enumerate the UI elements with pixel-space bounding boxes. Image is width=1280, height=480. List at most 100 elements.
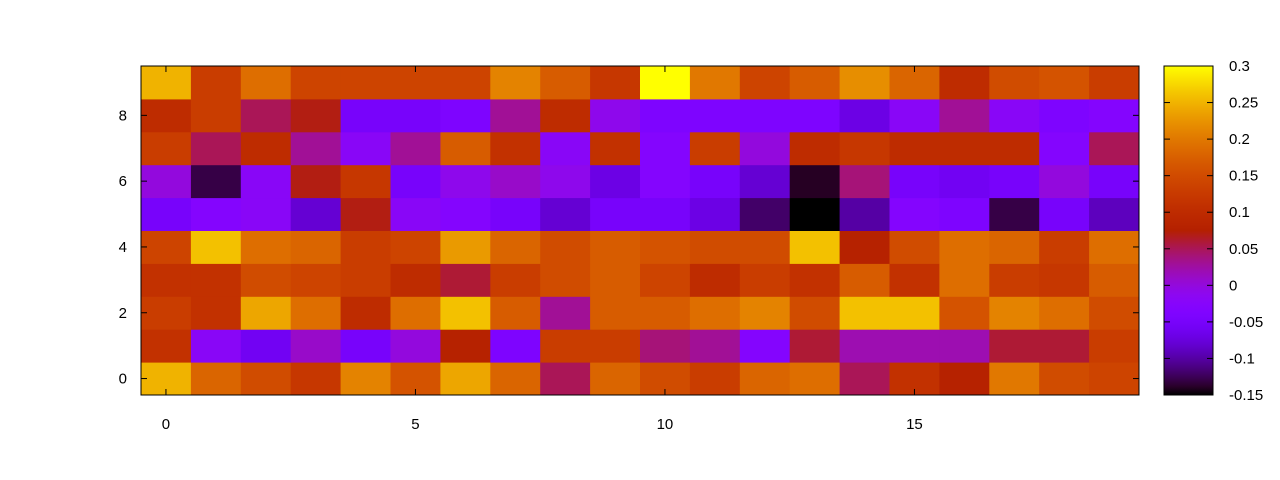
heatmap-cell bbox=[240, 197, 292, 231]
heatmap-cell bbox=[340, 66, 391, 100]
heatmap-cell bbox=[1039, 197, 1090, 231]
heatmap-cell bbox=[340, 362, 391, 396]
heatmap-cell bbox=[989, 230, 1040, 264]
heatmap-cell bbox=[390, 230, 441, 264]
x-tick-label: 10 bbox=[657, 416, 674, 433]
heatmap-cell bbox=[590, 164, 641, 199]
heatmap-cell bbox=[839, 197, 890, 231]
heatmap-cell bbox=[689, 197, 741, 231]
heatmap-cell bbox=[590, 66, 641, 100]
heatmap-cell bbox=[240, 296, 292, 330]
heatmap-cell bbox=[1089, 197, 1140, 231]
heatmap-cell bbox=[490, 263, 541, 297]
heatmap-cell bbox=[141, 329, 192, 363]
heatmap-cell bbox=[1089, 296, 1140, 330]
heatmap-cell bbox=[190, 197, 242, 231]
heatmap-cell bbox=[889, 164, 940, 199]
y-axis-ticks: 0 2 4 6 8 bbox=[119, 107, 1139, 388]
heatmap-cell bbox=[839, 296, 890, 330]
heatmap-cell bbox=[190, 362, 242, 396]
heatmap-cell bbox=[1089, 362, 1140, 396]
heatmap-cell bbox=[689, 329, 741, 363]
heatmap-cell bbox=[540, 296, 591, 330]
heatmap-cell bbox=[490, 329, 541, 363]
heatmap-cell bbox=[989, 164, 1040, 199]
colorbar-tick-label: -0.05 bbox=[1229, 314, 1263, 331]
heatmap-cell bbox=[240, 362, 292, 396]
colorbar-tick-label: 0.1 bbox=[1229, 204, 1250, 221]
heatmap-cell bbox=[689, 164, 741, 199]
heatmap-cell bbox=[540, 362, 591, 396]
heatmap-cell bbox=[340, 230, 391, 264]
heatmap-cell bbox=[490, 131, 541, 166]
heatmap-cell bbox=[490, 164, 541, 199]
heatmap-cell bbox=[440, 66, 491, 100]
x-tick-label: 0 bbox=[162, 416, 170, 433]
heatmap-cell bbox=[1089, 131, 1140, 166]
heatmap-cell bbox=[340, 263, 391, 297]
heatmap-cell bbox=[240, 164, 292, 199]
heatmap-cell bbox=[1039, 131, 1090, 166]
x-axis-ticks: 0 5 10 15 bbox=[162, 66, 923, 433]
heatmap-cell bbox=[689, 66, 741, 100]
heatmap-cell bbox=[490, 296, 541, 330]
x-tick-label: 5 bbox=[411, 416, 419, 433]
heatmap-cell bbox=[839, 362, 890, 396]
heatmap-cell bbox=[440, 230, 491, 264]
heatmap-cell bbox=[789, 263, 841, 297]
heatmap-cell bbox=[789, 98, 841, 133]
heatmap-cell bbox=[1089, 230, 1140, 264]
heatmap-cell bbox=[490, 98, 541, 133]
heatmap-cell bbox=[190, 66, 242, 100]
heatmap-cell bbox=[490, 230, 541, 264]
heatmap-cell bbox=[739, 164, 791, 199]
heatmap-cell bbox=[490, 66, 541, 100]
heatmap-cell bbox=[789, 164, 841, 199]
heatmap-cell bbox=[839, 98, 890, 133]
heatmap-cell bbox=[590, 230, 641, 264]
heatmap-cell bbox=[390, 263, 441, 297]
heatmap-cell bbox=[440, 296, 491, 330]
colorbar-tick-label: 0.15 bbox=[1229, 168, 1258, 185]
heatmap-cell bbox=[739, 362, 791, 396]
heatmap-cell bbox=[141, 230, 192, 264]
heatmap-cell bbox=[939, 66, 990, 100]
y-tick-label: 8 bbox=[119, 107, 127, 124]
heatmap-cell bbox=[989, 98, 1040, 133]
heatmap-cell bbox=[540, 164, 591, 199]
heatmap-cell bbox=[390, 164, 441, 199]
heatmap-cell bbox=[590, 131, 641, 166]
heatmap-cell bbox=[490, 197, 541, 231]
heatmap-cell bbox=[590, 362, 641, 396]
heatmap-cell bbox=[590, 296, 641, 330]
colorbar-tick-label: -0.1 bbox=[1229, 350, 1255, 367]
heatmap-cell bbox=[141, 164, 192, 199]
heatmap-cell bbox=[1039, 98, 1090, 133]
heatmap-cell bbox=[190, 329, 242, 363]
heatmap-cell bbox=[689, 263, 741, 297]
heatmap-cell bbox=[141, 131, 192, 166]
heatmap-cell bbox=[939, 164, 990, 199]
heatmap-cell bbox=[290, 98, 342, 133]
heatmap-cell bbox=[440, 197, 491, 231]
heatmap-cell bbox=[540, 197, 591, 231]
heatmap-cell bbox=[1039, 164, 1090, 199]
colorbar-tick-label: 0.25 bbox=[1229, 95, 1258, 112]
heatmap-cell bbox=[689, 98, 741, 133]
heatmap-cell bbox=[440, 131, 491, 166]
heatmap-cell bbox=[839, 263, 890, 297]
heatmap-cell bbox=[989, 263, 1040, 297]
heatmap-cell bbox=[1039, 66, 1090, 100]
heatmap-cell bbox=[889, 98, 940, 133]
x-tick-label: 15 bbox=[906, 416, 923, 433]
heatmap-cell bbox=[839, 230, 890, 264]
y-tick-label: 4 bbox=[119, 239, 127, 256]
heatmap-cell bbox=[789, 131, 841, 166]
heatmap-cell bbox=[240, 131, 292, 166]
heatmap-cell bbox=[590, 329, 641, 363]
colorbar-tick-label: 0.3 bbox=[1229, 58, 1250, 75]
heatmap-cell bbox=[190, 98, 242, 133]
colorbar-tick-label: 0 bbox=[1229, 277, 1237, 294]
heatmap-cell bbox=[141, 263, 192, 297]
heatmap-cell bbox=[540, 263, 591, 297]
